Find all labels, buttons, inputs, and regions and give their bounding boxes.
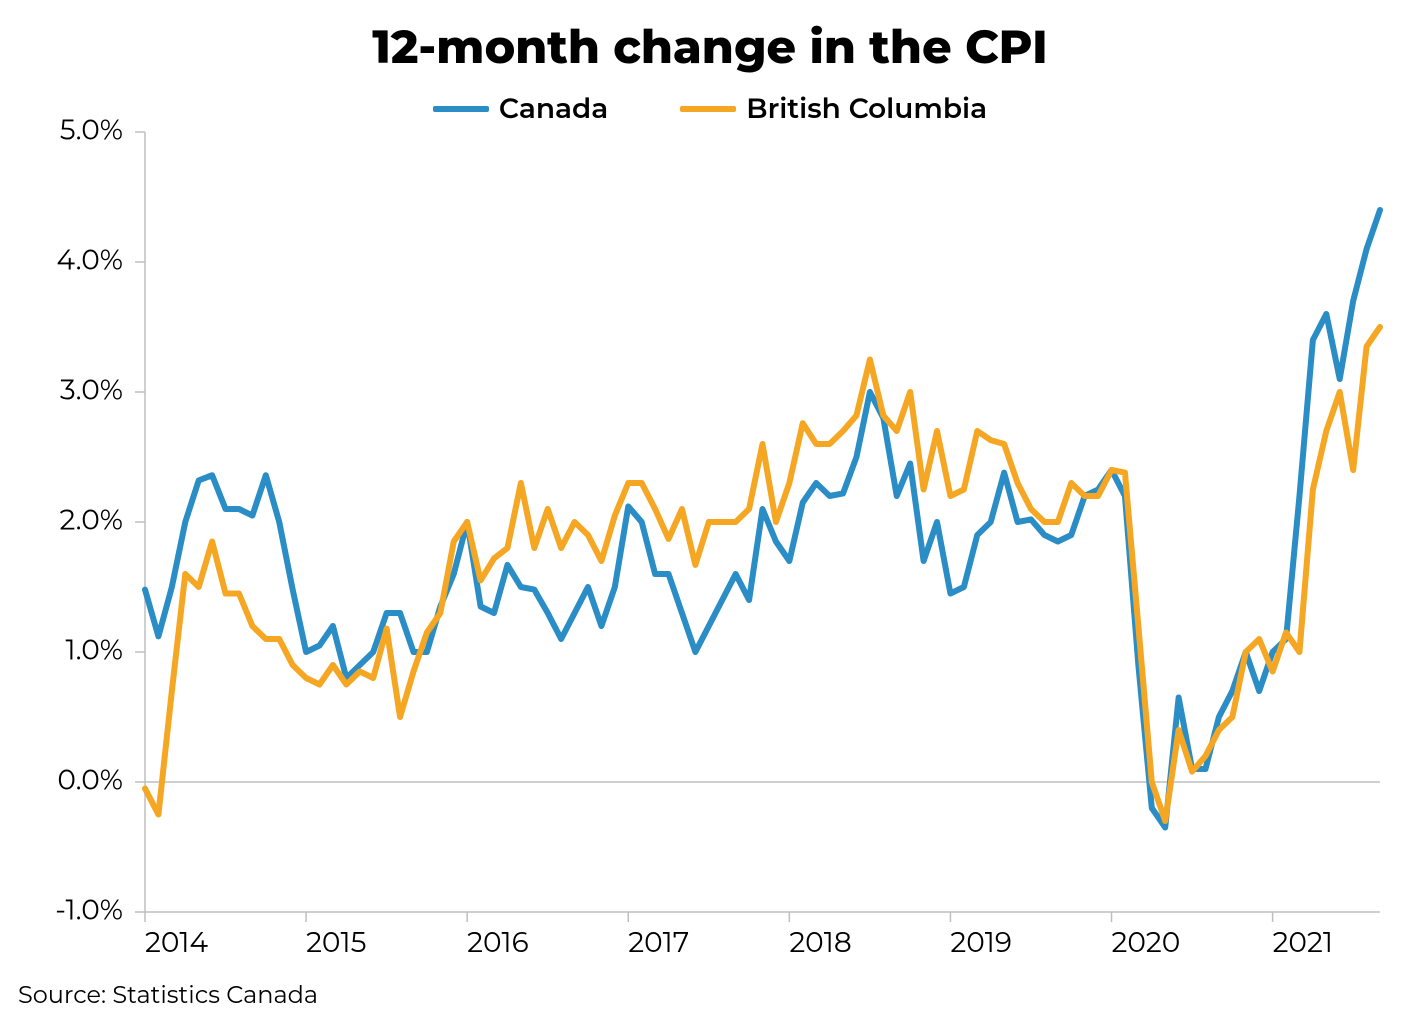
- legend-label: British Columbia: [746, 92, 987, 126]
- chart-legend: Canada British Columbia: [0, 86, 1420, 126]
- legend-item: British Columbia: [680, 92, 987, 126]
- svg-text:3.0%: 3.0%: [60, 373, 123, 407]
- legend-swatch: [680, 106, 736, 112]
- chart-plot: -1.0%0.0%1.0%2.0%3.0%4.0%5.0%20142015201…: [0, 0, 1420, 1030]
- svg-text:4.0%: 4.0%: [57, 243, 123, 277]
- svg-text:2020: 2020: [1112, 926, 1181, 960]
- svg-text:2.0%: 2.0%: [59, 503, 123, 537]
- legend-swatch: [433, 106, 489, 112]
- svg-text:2016: 2016: [467, 926, 529, 960]
- svg-text:1.0%: 1.0%: [66, 633, 123, 667]
- svg-text:2017: 2017: [628, 926, 689, 960]
- legend-item: Canada: [433, 92, 608, 126]
- svg-text:2019: 2019: [950, 926, 1012, 960]
- legend-label: Canada: [499, 92, 608, 126]
- chart-title: 12-month change in the CPI: [0, 18, 1420, 75]
- svg-text:2021: 2021: [1273, 926, 1333, 960]
- svg-text:2014: 2014: [145, 926, 208, 960]
- chart-container: 12-month change in the CPI Canada British…: [0, 0, 1420, 1030]
- svg-text:2018: 2018: [789, 926, 851, 960]
- svg-text:0.0%: 0.0%: [57, 763, 123, 797]
- svg-text:2015: 2015: [306, 926, 366, 960]
- chart-source: Source: Statistics Canada: [18, 981, 318, 1010]
- svg-text:-1.0%: -1.0%: [55, 893, 123, 927]
